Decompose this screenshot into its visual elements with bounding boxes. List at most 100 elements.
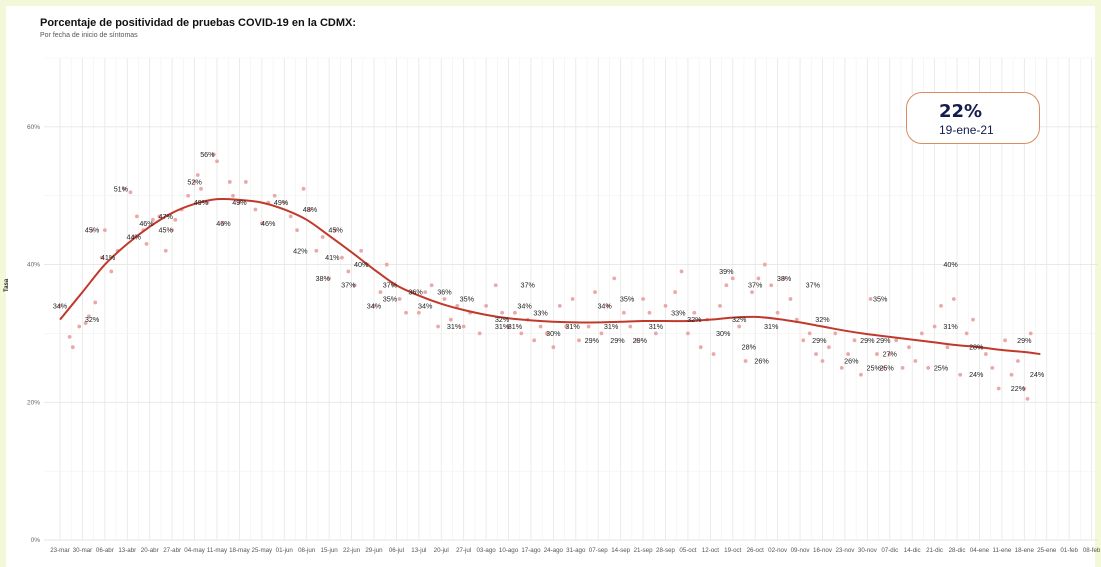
data-point xyxy=(538,324,543,329)
data-point xyxy=(570,297,575,301)
y-ticks: 0% 20% 40% 60% xyxy=(27,124,40,544)
data-point xyxy=(442,297,447,301)
data-point xyxy=(513,310,517,315)
data-point xyxy=(500,310,505,315)
value-annotation: 29% xyxy=(585,336,600,345)
data-point xyxy=(70,345,75,350)
data-point xyxy=(378,290,383,295)
value-annotation: 40% xyxy=(354,260,369,269)
data-point xyxy=(605,303,610,308)
data-point xyxy=(653,331,658,336)
data-point xyxy=(416,310,421,315)
data-point xyxy=(794,317,799,322)
data-point xyxy=(846,352,851,356)
value-annotation: 37% xyxy=(383,281,398,290)
value-annotation: 34% xyxy=(418,301,433,310)
value-annotation: 51% xyxy=(114,184,129,193)
value-annotation: 32% xyxy=(815,315,830,324)
data-point xyxy=(711,352,716,356)
data-point xyxy=(887,352,892,356)
value-annotation: 27% xyxy=(883,350,898,359)
data-point xyxy=(144,242,149,246)
value-annotation: 31% xyxy=(649,322,664,331)
x-tick-label: 07-dic xyxy=(881,547,898,554)
value-annotation: 45% xyxy=(328,226,343,235)
data-point xyxy=(718,303,722,308)
data-point xyxy=(932,324,937,329)
data-point xyxy=(612,276,617,281)
data-point xyxy=(477,331,482,336)
value-annotation: 29% xyxy=(812,336,827,345)
value-annotation: 37% xyxy=(341,281,356,290)
x-tick-label: 03-ago xyxy=(476,547,496,554)
data-point xyxy=(814,352,818,356)
x-tick-label: 17-ago xyxy=(521,547,541,554)
chart-subtitle: Por fecha de inicio de síntomas xyxy=(40,32,138,39)
value-annotation: 32% xyxy=(732,315,747,324)
data-point xyxy=(894,338,899,343)
data-point xyxy=(327,276,332,281)
data-point xyxy=(195,173,200,177)
callout-date: 19-ene-21 xyxy=(939,123,994,137)
data-point xyxy=(221,221,226,226)
data-point xyxy=(484,303,489,308)
value-annotation: 46% xyxy=(216,219,231,228)
data-point xyxy=(939,303,943,308)
value-annotation: 35% xyxy=(873,295,888,304)
value-annotation: 40% xyxy=(943,260,958,269)
x-tick-label: 25-ene xyxy=(1037,547,1057,554)
value-annotation: 31% xyxy=(604,322,619,331)
data-point xyxy=(231,193,235,198)
data-point xyxy=(109,269,114,274)
data-point xyxy=(259,221,264,226)
x-tick-label: 11-ene xyxy=(992,547,1011,554)
data-point xyxy=(128,190,133,195)
value-annotation: 30% xyxy=(546,329,561,338)
x-tick-label: 14-dic xyxy=(904,547,921,554)
data-point xyxy=(551,345,556,350)
data-point xyxy=(423,290,428,295)
data-point xyxy=(686,331,690,336)
x-tick-label: 31-ago xyxy=(566,547,586,554)
data-point xyxy=(436,324,440,329)
x-tick-label: 29-jun xyxy=(365,547,383,554)
value-annotation: 35% xyxy=(620,295,635,304)
value-annotation: 56% xyxy=(200,150,215,159)
value-annotation: 38% xyxy=(316,274,331,283)
x-tick-label: 01-feb xyxy=(1060,547,1078,554)
value-annotation: 25% xyxy=(867,363,882,372)
x-tick-label: 30-nov xyxy=(858,547,878,554)
value-annotation: 29% xyxy=(860,336,875,345)
data-point xyxy=(1025,396,1030,401)
y-tick-label: 60% xyxy=(27,124,40,131)
data-point xyxy=(151,217,155,222)
data-point xyxy=(1016,359,1020,363)
data-point xyxy=(775,310,780,315)
x-tick-label: 18-may xyxy=(229,547,251,554)
points xyxy=(58,152,1033,401)
latest-value-callout: 22% 19-ene-21 xyxy=(906,92,1040,144)
value-annotation: 49% xyxy=(232,198,247,207)
x-tick-label: 05-oct xyxy=(679,547,696,554)
data-point xyxy=(762,262,767,267)
value-annotation: 30% xyxy=(716,329,731,338)
data-point xyxy=(1003,338,1007,343)
data-point xyxy=(782,276,786,281)
data-point xyxy=(807,331,812,336)
data-point xyxy=(308,207,312,212)
data-point xyxy=(788,297,793,301)
data-point xyxy=(958,372,963,377)
data-point xyxy=(599,331,604,336)
data-point xyxy=(577,338,581,343)
data-point xyxy=(868,297,873,301)
data-point xyxy=(983,352,988,356)
value-annotation: 24% xyxy=(1030,370,1045,379)
value-annotation: 25% xyxy=(934,363,949,372)
data-point xyxy=(372,303,376,308)
data-point xyxy=(996,386,1001,391)
data-point xyxy=(833,331,838,336)
data-point xyxy=(461,324,466,329)
value-annotation: 32% xyxy=(85,315,100,324)
x-tick-label: 08-jun xyxy=(298,547,316,554)
